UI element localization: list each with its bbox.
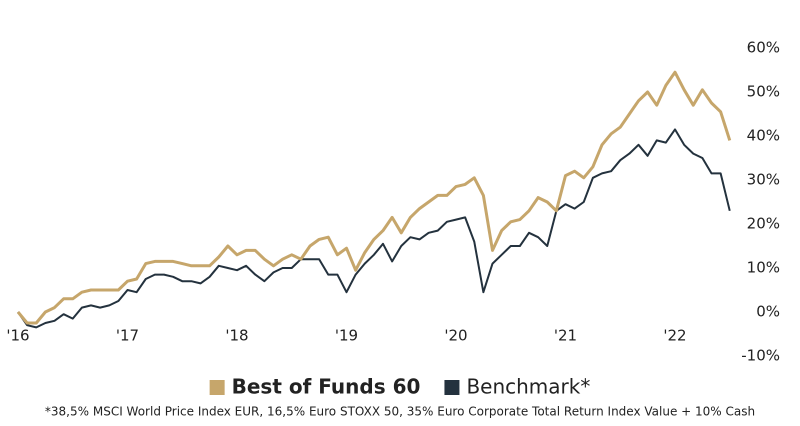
- y-tick-label: 10%: [747, 259, 780, 277]
- x-tick-label: '17: [116, 327, 139, 345]
- y-tick-label: -10%: [741, 347, 780, 365]
- legend-swatch: [444, 380, 460, 395]
- series-line: [16, 70, 732, 325]
- x-tick-label: '18: [225, 327, 248, 345]
- x-tick-label: '20: [444, 327, 467, 345]
- y-tick-label: 20%: [747, 215, 780, 233]
- y-tick-label: 60%: [747, 39, 780, 57]
- x-tick-label: '16: [6, 327, 29, 345]
- legend-label: Best of Funds 60: [232, 375, 421, 399]
- x-tick-label: '19: [335, 327, 358, 345]
- x-tick-label: '21: [554, 327, 577, 345]
- legend-label: Benchmark*: [466, 375, 590, 399]
- y-tick-label: 40%: [747, 127, 780, 145]
- legend-swatch: [209, 380, 225, 395]
- series-line: [17, 128, 731, 329]
- x-tick-label: '22: [663, 327, 686, 345]
- footnote: *38,5% MSCI World Price Index EUR, 16,5%…: [45, 405, 755, 419]
- y-tick-label: 30%: [747, 171, 780, 189]
- y-tick-label: 50%: [747, 83, 780, 101]
- y-tick-label: 0%: [756, 303, 780, 321]
